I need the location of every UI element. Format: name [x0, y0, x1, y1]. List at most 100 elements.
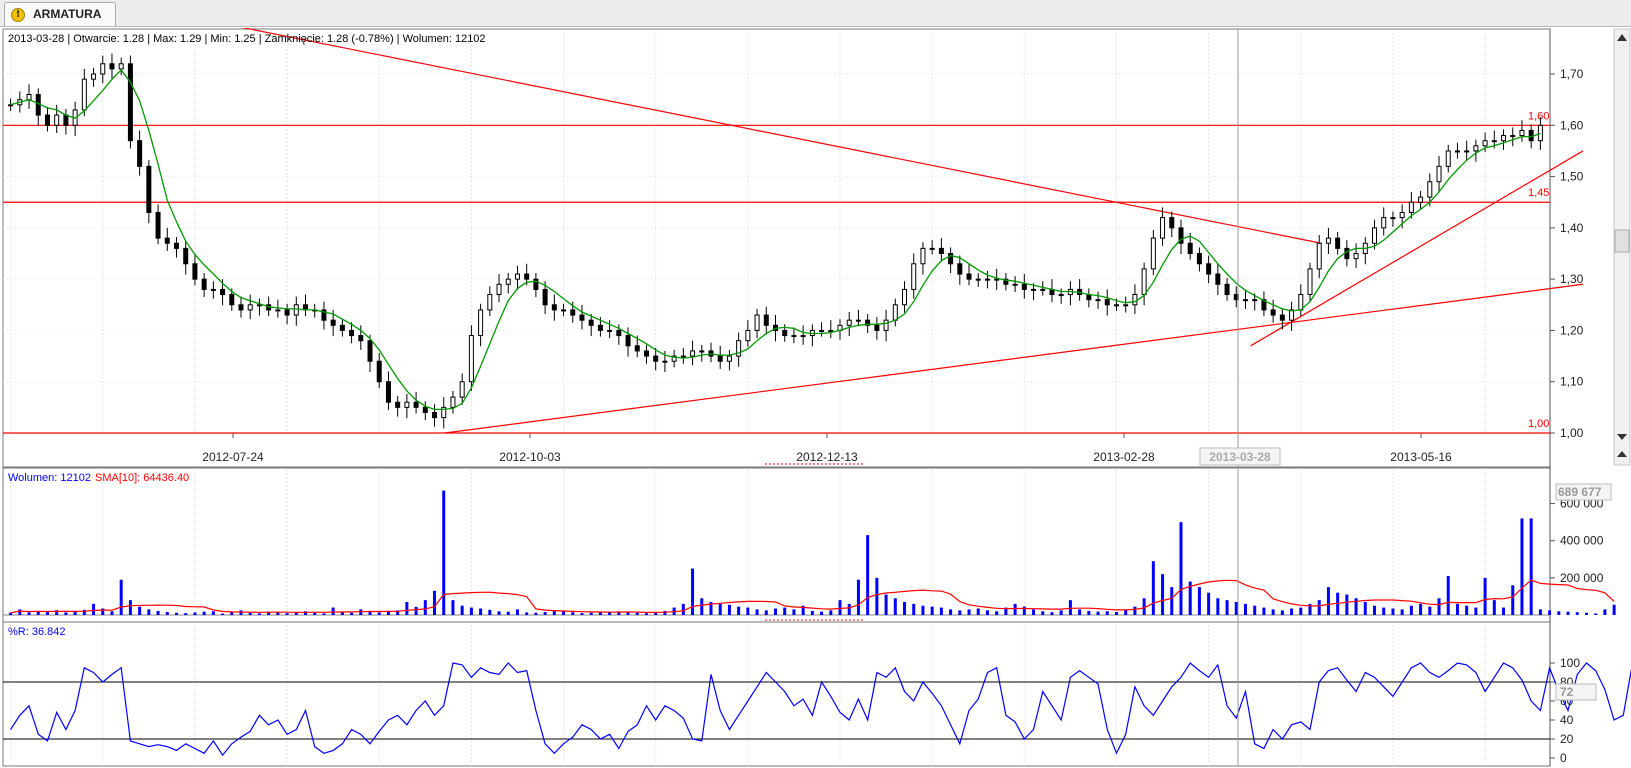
candle-body: [109, 63, 115, 70]
volume-bar: [1603, 609, 1607, 615]
volume-bar: [1280, 610, 1284, 615]
scrollbar-thumb[interactable]: [1614, 229, 1630, 253]
volume-bar: [1161, 574, 1165, 615]
volume-bar: [506, 611, 510, 615]
volume-bar: [958, 610, 962, 615]
volume-bar: [1022, 606, 1026, 615]
volume-bar: [792, 609, 796, 615]
volume-bar: [1124, 609, 1128, 615]
volume-bar: [423, 600, 427, 615]
volume-bar: [1520, 518, 1524, 615]
candle-body: [395, 401, 401, 408]
volume-bar: [294, 612, 298, 615]
candle-body: [404, 401, 410, 408]
x-axis-ticks: 2012-07-24 2012-10-03 2012-12-13 2013-02-28…: [202, 433, 1452, 464]
price-panel-frame: [2, 28, 1551, 468]
volume-bar: [829, 610, 833, 615]
candle-body: [865, 319, 871, 326]
candle-body: [220, 288, 226, 296]
candle-body: [1150, 237, 1156, 270]
volume-bar: [1373, 605, 1377, 615]
volume-bar: [737, 606, 741, 615]
candle-body: [1344, 247, 1350, 260]
volume-bar: [202, 611, 206, 615]
volume-bar: [801, 605, 805, 615]
volume-bar: [184, 613, 188, 615]
candle-body: [155, 211, 161, 239]
volume-bar: [147, 609, 151, 615]
candle-body: [496, 283, 502, 296]
candle-body: [1187, 242, 1193, 255]
volume-bar: [1087, 610, 1091, 615]
y-tick-label: 1,10: [1560, 375, 1584, 389]
candle-body: [597, 324, 603, 331]
candle-body: [422, 406, 428, 413]
volume-bar: [1299, 607, 1303, 615]
candle-body: [173, 242, 179, 249]
scroll-up-icon-2[interactable]: [1617, 451, 1627, 457]
y-axis-ticks: 1,00 1,10 1,20 1,30 1,40 1,50 1,60 1,70 200 000 4…: [1550, 67, 1604, 765]
volume-bar: [1253, 605, 1257, 615]
candle-body: [459, 381, 465, 398]
candle-body: [1031, 288, 1037, 291]
volume-bar: [1308, 603, 1312, 615]
volume-bar: [598, 612, 602, 615]
volume-bar: [654, 612, 658, 615]
tab-armatura[interactable]: ! ARMATURA: [4, 2, 116, 26]
volume-bar: [1290, 608, 1294, 615]
volume-bar: [221, 613, 225, 615]
volume-bar: [1004, 607, 1008, 615]
volume-bar: [101, 608, 105, 615]
scroll-down-icon[interactable]: [1617, 434, 1627, 440]
candle-body: [1390, 217, 1396, 220]
volume-bar: [257, 613, 261, 615]
candle-body: [588, 319, 594, 326]
volume-bar: [866, 535, 870, 615]
candle-body: [726, 355, 732, 362]
volume-bar: [73, 610, 77, 615]
scroll-up-icon[interactable]: [1617, 34, 1627, 41]
volume-bar: [1262, 607, 1266, 615]
horizontal-line-label: 1,60: [1528, 110, 1549, 122]
volume-bar: [912, 603, 916, 615]
y-tick-label: 1,30: [1560, 272, 1584, 286]
candle-body: [561, 309, 567, 312]
volume-bar: [1326, 587, 1330, 615]
volume-bar: [1041, 611, 1045, 615]
candle-body: [367, 340, 373, 362]
volume-bar: [847, 603, 851, 615]
candle-body: [1454, 150, 1460, 153]
candle-body: [1537, 124, 1543, 142]
cursor-volume: 689 677: [1558, 485, 1602, 499]
volume-bar: [1032, 609, 1036, 615]
volume-bar: [967, 609, 971, 615]
volume-bar: [193, 612, 197, 615]
volume-bar: [350, 612, 354, 615]
candle-body: [542, 288, 548, 306]
volume-bar: [1197, 587, 1201, 615]
volume-bar: [1594, 613, 1598, 615]
wr-tick-label: 20: [1560, 732, 1574, 746]
candle-body: [883, 319, 889, 331]
candle-body: [911, 263, 917, 290]
volume-bar: [1170, 587, 1174, 615]
volume-bar: [764, 610, 768, 615]
candle-body: [1178, 227, 1184, 244]
candle-body: [1464, 150, 1470, 153]
volume-bar: [774, 608, 777, 615]
trend-line: [1250, 150, 1584, 347]
candle-body: [570, 309, 576, 316]
candle-body: [616, 329, 622, 337]
candle-body: [975, 278, 981, 281]
candle-body: [358, 335, 364, 342]
tab-label: ARMATURA: [33, 7, 102, 21]
volume-bar: [211, 611, 215, 615]
volume-bar: [82, 609, 86, 615]
volume-bar: [635, 612, 639, 615]
volume-bar: [276, 612, 280, 615]
volume-bar: [1078, 609, 1082, 615]
candle-body: [892, 304, 898, 321]
volume-bar: [119, 579, 123, 615]
horizontal-line-label: 1,00: [1528, 418, 1549, 430]
volume-bar: [976, 608, 980, 615]
